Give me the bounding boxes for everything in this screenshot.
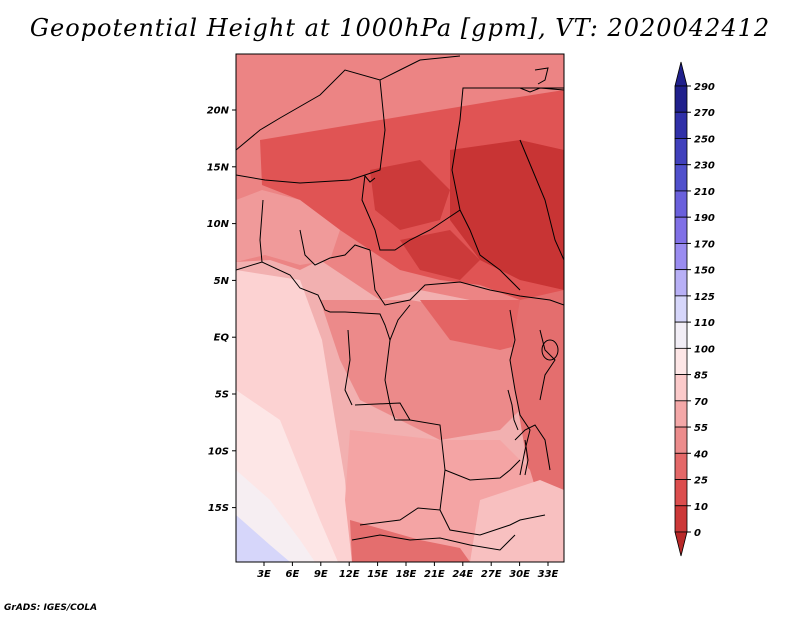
boundary-line bbox=[361, 79, 564, 251]
lat-tick-label: 10N bbox=[207, 219, 230, 230]
colorbar-label: 85 bbox=[694, 371, 708, 382]
colorbar-swatch bbox=[674, 374, 688, 402]
colorbar-swatch bbox=[674, 479, 688, 507]
colorbar-swatch bbox=[674, 269, 688, 297]
colorbar-label: 55 bbox=[694, 423, 708, 434]
colorbar-swatch bbox=[674, 452, 688, 480]
boundary-line bbox=[344, 329, 353, 406]
height-field bbox=[236, 54, 564, 562]
lake-tanganyika bbox=[507, 389, 519, 431]
lake-malawi bbox=[524, 439, 529, 476]
core-chad bbox=[370, 160, 450, 230]
lon-tick-label: 30E bbox=[509, 569, 530, 580]
colorbar: 2902702502302101901701501251101008570554… bbox=[674, 61, 715, 557]
colorbar-swatch bbox=[674, 400, 688, 428]
lat-tick-label: 5S bbox=[215, 390, 229, 401]
colorbar-bottom-arrow bbox=[674, 531, 688, 557]
boundary-line bbox=[459, 209, 521, 291]
credit-text: GrADS: IGES/COLA bbox=[4, 603, 98, 613]
boundary-line bbox=[259, 199, 264, 263]
boundary-line bbox=[539, 329, 556, 401]
colorbar-label: 170 bbox=[694, 239, 715, 250]
colorbar-swatch bbox=[674, 190, 688, 218]
colorbar-swatch bbox=[674, 216, 688, 244]
colorbar-swatch bbox=[674, 164, 688, 192]
lon-tick-label: 15E bbox=[367, 569, 388, 580]
south-west-dark bbox=[350, 520, 470, 562]
colorbar-swatch bbox=[674, 347, 688, 375]
lon-tick-label: 12E bbox=[339, 569, 360, 580]
map-frame bbox=[235, 53, 565, 563]
boundary-line bbox=[236, 261, 331, 313]
colorbar-label: 25 bbox=[694, 476, 708, 487]
boundary-line bbox=[299, 229, 371, 266]
core-car bbox=[400, 230, 480, 280]
lat-tick-label: 10S bbox=[208, 446, 229, 457]
colorbar-label: 190 bbox=[694, 213, 715, 224]
lat-tick-label: 15S bbox=[208, 503, 229, 514]
colorbar-swatch bbox=[674, 426, 688, 454]
lon-tick-label: 21E bbox=[424, 569, 445, 580]
boundary-line bbox=[519, 87, 564, 93]
lat-tick-label: 5N bbox=[214, 276, 230, 287]
boundary-line bbox=[369, 249, 564, 306]
colorbar-swatch bbox=[674, 243, 688, 271]
colorbar-swatch bbox=[674, 111, 688, 139]
colorbar-swatch bbox=[674, 321, 688, 349]
boundary-line bbox=[236, 174, 366, 184]
colorbar-label: 0 bbox=[694, 528, 701, 539]
colorbar-swatch bbox=[674, 138, 688, 166]
lon-tick-label: 3E bbox=[257, 569, 271, 580]
boundary-line bbox=[354, 402, 411, 421]
boundary-line bbox=[519, 139, 564, 261]
colorbar-label: 10 bbox=[694, 502, 708, 513]
colorbar-swatch bbox=[674, 295, 688, 323]
colorbar-swatch bbox=[674, 505, 688, 533]
colorbar-label: 270 bbox=[694, 108, 715, 119]
lon-tick-label: 9E bbox=[314, 569, 328, 580]
longitude-axis: 3E 6E 9E 12E 15E 18E 21E 24E 27E 30E 33E bbox=[257, 562, 559, 580]
colorbar-label: 150 bbox=[694, 266, 715, 277]
boundary-line bbox=[439, 509, 546, 536]
lat-tick-label: 20N bbox=[207, 106, 230, 117]
lakes bbox=[364, 175, 559, 476]
lon-tick-label: 24E bbox=[452, 569, 473, 580]
colorbar-label: 250 bbox=[694, 134, 715, 145]
lat-tick-label: EQ bbox=[214, 333, 230, 344]
lon-tick-label: 6E bbox=[286, 569, 300, 580]
chart-title: Geopotential Height at 1000hPa [gpm], VT… bbox=[29, 14, 771, 42]
colorbar-swatch bbox=[674, 85, 688, 113]
boundary-line bbox=[534, 67, 549, 85]
colorbar-label: 100 bbox=[694, 344, 715, 355]
colorbar-label: 230 bbox=[694, 161, 715, 172]
lake-chad bbox=[364, 175, 376, 183]
lon-tick-label: 27E bbox=[481, 569, 502, 580]
boundary-line bbox=[330, 304, 411, 342]
colorbar-top-arrow bbox=[674, 61, 688, 87]
colorbar-label: 110 bbox=[694, 318, 715, 329]
ocean-band-blue bbox=[236, 515, 290, 562]
lat-tick-label: 15N bbox=[207, 162, 230, 173]
lake-victoria bbox=[541, 339, 559, 361]
boundary-line bbox=[444, 459, 521, 481]
latitude-axis: 20N 15N 10N 5N EQ 5S 10S 15S bbox=[207, 106, 236, 514]
colorbar-label: 210 bbox=[694, 187, 715, 198]
boundary-line bbox=[359, 339, 446, 526]
boundary-line bbox=[236, 55, 461, 151]
colorbar-label: 40 bbox=[693, 449, 708, 460]
colorbar-label: 70 bbox=[694, 397, 708, 408]
colorbar-label: 125 bbox=[694, 292, 715, 303]
lon-tick-label: 33E bbox=[538, 569, 559, 580]
boundary-line bbox=[351, 534, 516, 551]
lon-tick-label: 18E bbox=[396, 569, 417, 580]
colorbar-label: 290 bbox=[694, 82, 715, 93]
boundary-line bbox=[514, 424, 551, 471]
